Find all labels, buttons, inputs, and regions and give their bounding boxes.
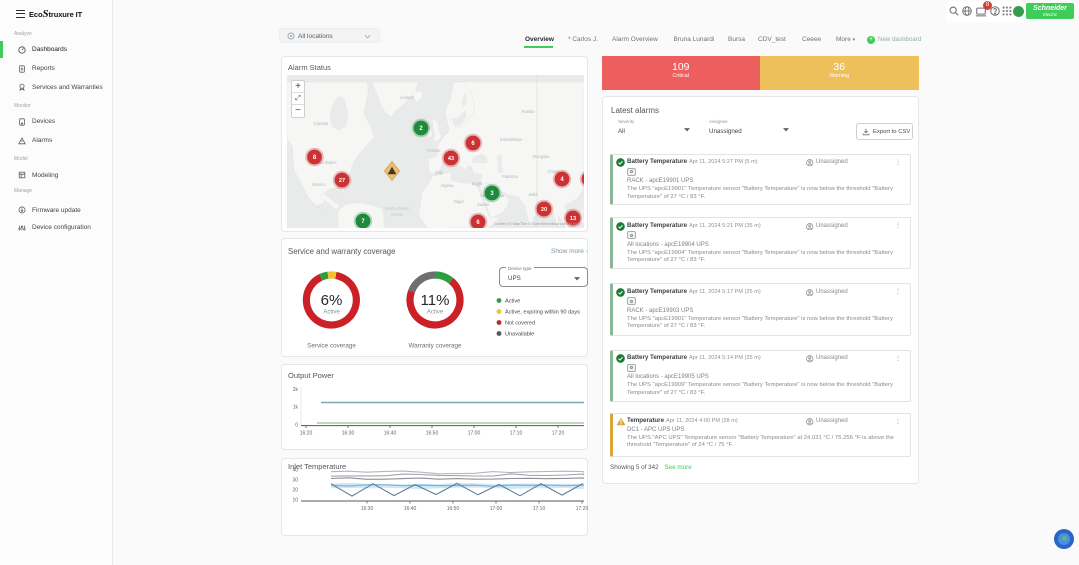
svg-text:2: 2 [419, 126, 423, 132]
svg-text:Egypt: Egypt [472, 181, 484, 186]
svg-text:17:00: 17:00 [468, 431, 481, 437]
svg-text:China: China [548, 169, 560, 174]
svg-text:Iceland: Iceland [400, 95, 414, 100]
svg-text:20: 20 [292, 488, 298, 494]
svg-text:6: 6 [471, 141, 475, 147]
svg-text:10: 10 [292, 498, 298, 504]
svg-text:Active, expiring within 90 day: Active, expiring within 90 days [505, 310, 580, 316]
svg-text:16:30: 16:30 [342, 431, 355, 437]
svg-text:20: 20 [541, 207, 547, 213]
svg-text:16:30: 16:30 [361, 506, 374, 512]
svg-text:16:50: 16:50 [447, 506, 460, 512]
svg-text:16:40: 16:40 [384, 431, 397, 437]
svg-text:France: France [427, 148, 441, 153]
svg-text:Kazakhstan: Kazakhstan [500, 137, 523, 142]
svg-text:16:40: 16:40 [404, 506, 417, 512]
svg-text:0: 0 [295, 423, 298, 429]
svg-text:Mexico: Mexico [312, 182, 326, 187]
svg-text:40: 40 [292, 468, 298, 474]
svg-text:Ocean: Ocean [391, 212, 404, 217]
svg-text:43: 43 [448, 156, 454, 162]
svg-text:Warranty coverage: Warranty coverage [409, 343, 462, 350]
svg-text:1k: 1k [293, 405, 299, 411]
svg-text:7: 7 [361, 219, 365, 225]
svg-text:17:20: 17:20 [576, 506, 589, 512]
svg-text:Sudan: Sudan [477, 202, 490, 207]
svg-text:Service coverage: Service coverage [307, 343, 356, 350]
svg-text:Niger: Niger [454, 199, 465, 204]
svg-text:Algeria: Algeria [440, 183, 454, 188]
svg-text:United States: United States [311, 160, 336, 165]
svg-text:4: 4 [560, 177, 564, 183]
svg-text:13: 13 [570, 216, 576, 222]
svg-text:6%: 6% [321, 292, 343, 309]
svg-text:8: 8 [313, 155, 317, 161]
svg-text:Russia: Russia [522, 109, 535, 114]
svg-text:17:20: 17:20 [552, 431, 565, 437]
svg-text:Active: Active [323, 310, 340, 316]
svg-text:Not covered: Not covered [505, 321, 535, 327]
svg-text:16:50: 16:50 [426, 431, 439, 437]
svg-text:2k: 2k [293, 387, 299, 393]
svg-text:17:00: 17:00 [490, 506, 503, 512]
svg-text:17:10: 17:10 [533, 506, 546, 512]
svg-text:North Atlantic: North Atlantic [385, 206, 411, 211]
svg-text:Italy: Italy [435, 170, 444, 175]
svg-text:6: 6 [476, 220, 480, 226]
svg-text:11%: 11% [421, 292, 450, 309]
svg-text:27: 27 [339, 178, 345, 184]
svg-text:Active: Active [505, 299, 520, 305]
svg-text:17:10: 17:10 [510, 431, 523, 437]
svg-text:Active: Active [427, 310, 444, 316]
svg-text:16:20: 16:20 [300, 431, 313, 437]
svg-text:3: 3 [490, 191, 494, 197]
svg-text:30: 30 [292, 478, 298, 484]
svg-text:Canada: Canada [314, 121, 329, 126]
svg-text:Leaflet | © MapTiler © OpenStr: Leaflet | © MapTiler © OpenStreetMap con… [494, 222, 580, 226]
svg-text:Unavailable: Unavailable [505, 332, 534, 338]
svg-text:Pakistan: Pakistan [502, 174, 519, 179]
svg-text:Mongolia: Mongolia [533, 154, 551, 159]
svg-text:India: India [528, 192, 538, 197]
